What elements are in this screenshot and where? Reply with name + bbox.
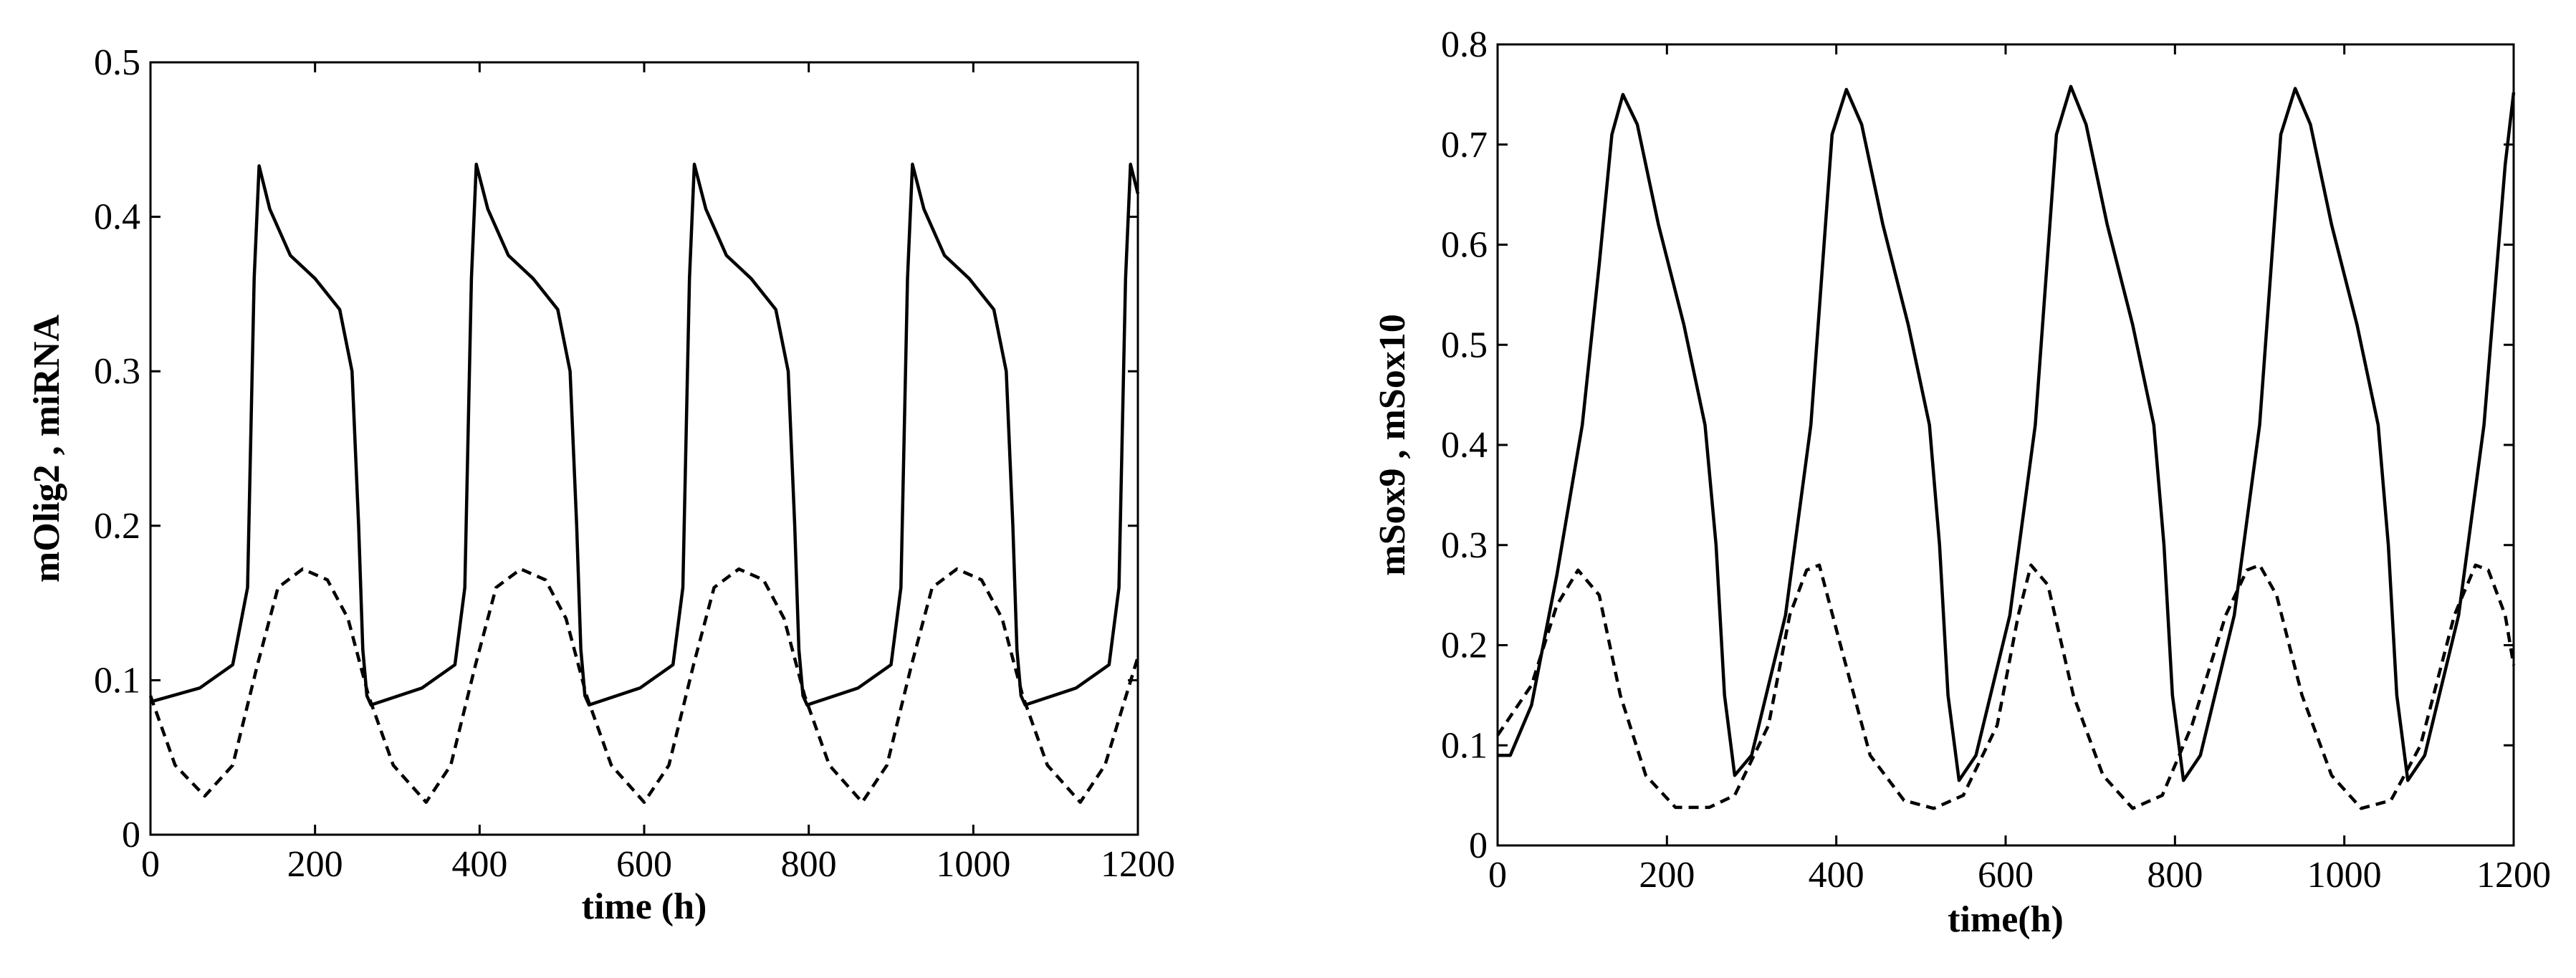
- chart2-series-2-dashed-line: [1496, 563, 2516, 810]
- chart2-y-tick-label: 0.7: [1441, 125, 1488, 166]
- chart2-y-tick-label: 0.2: [1441, 625, 1488, 666]
- chart1-series-1-solid-line: [150, 163, 1140, 707]
- chart1-x-tick-label: 200: [287, 844, 343, 885]
- chart2-x-tick-label: 600: [1978, 855, 2034, 896]
- chart2-x-axis-label: time(h): [1948, 899, 2064, 940]
- chart2-series-1-solid-line: [1498, 85, 2516, 782]
- chart2-y-tick-label: 0.8: [1441, 24, 1488, 65]
- left-panel-chart: 0 200 400 600 800 1000 1200 0 0.1 0.2 0.3 0.4 0.5 tim…: [27, 42, 1175, 927]
- chart2-x-tick-label: 1000: [2307, 855, 2382, 896]
- chart1-y-tick-label: 0.4: [94, 197, 140, 238]
- chart1-y-tick-label: 0.2: [94, 506, 140, 547]
- chart2-y-tick-label: 0: [1469, 825, 1488, 866]
- chart2-x-tick-label: 200: [1639, 855, 1695, 896]
- chart1-x-tick-label: 600: [616, 844, 672, 885]
- chart1-x-tick-label: 1000: [936, 844, 1010, 885]
- chart2-x-tick-label: 0: [1488, 855, 1507, 896]
- chart1-x-tick-label: 1200: [1101, 844, 1175, 885]
- chart2-x-tick-label: 1200: [2476, 855, 2551, 896]
- chart1-y-tick-label: 0: [122, 815, 140, 855]
- chart1-x-axis-label: time (h): [582, 886, 707, 927]
- chart2-y-tick-label: 0.1: [1441, 725, 1488, 766]
- chart2-x-tick-label: 800: [2147, 855, 2203, 896]
- chart1-y-tick-label: 0.5: [94, 42, 140, 83]
- chart1-y-tick-label: 0.3: [94, 351, 140, 392]
- chart2-y-tick-label: 0.4: [1441, 425, 1488, 466]
- chart1-y-tick-label: 0.1: [94, 660, 140, 701]
- chart1-x-tick-label: 0: [141, 844, 160, 885]
- chart1-x-tick-label: 800: [781, 844, 837, 885]
- right-panel-chart: 0 200 400 600 800 1000 1200 0 0.1 0.2 0.3 0.4 0.5 0.6…: [1372, 24, 2551, 940]
- chart2-y-tick-label: 0.5: [1441, 325, 1488, 365]
- chart2-y-tick-label: 0.6: [1441, 225, 1488, 266]
- chart2-y-axis-label: mSox9 , mSox10: [1372, 314, 1413, 575]
- chart1-x-tick-label: 400: [451, 844, 507, 885]
- chart2-y-tick-label: 0.3: [1441, 525, 1488, 566]
- chart1-y-axis-label: mOlig2 , miRNA: [27, 315, 67, 583]
- chart2-x-tick-label: 400: [1809, 855, 1864, 896]
